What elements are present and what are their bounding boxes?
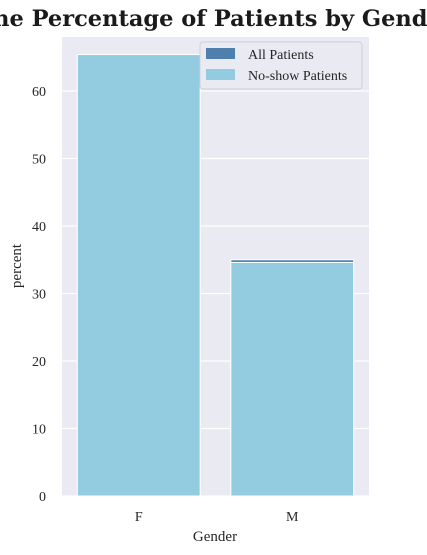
legend-swatch-0	[206, 48, 235, 59]
y-tick-label-2: 20	[32, 355, 46, 370]
legend-label-0: All Patients	[248, 48, 314, 63]
y-tick-label-6: 60	[32, 85, 46, 100]
chart-title: The Percentage of Patients by Gender	[0, 6, 427, 32]
y-tick-label-4: 40	[32, 220, 46, 235]
y-axis-label: percent	[9, 243, 25, 288]
bar-F-series-1	[77, 55, 200, 496]
legend-swatch-1	[206, 69, 235, 80]
y-tick-label-0: 0	[39, 490, 46, 505]
y-tick-label-3: 30	[32, 288, 46, 303]
y-tick-label-1: 10	[32, 423, 46, 438]
y-tick-label-5: 50	[32, 153, 46, 168]
x-tick-label-0: F	[135, 510, 143, 525]
bar-M-series-1	[231, 262, 354, 496]
x-axis-label: Gender	[193, 529, 237, 545]
legend-label-1: No-show Patients	[248, 69, 347, 84]
x-tick-label-1: M	[286, 510, 299, 525]
y-axis-ticks: 0 10 20 30 40 50 60	[32, 85, 46, 505]
legend: All Patients No-show Patients	[200, 42, 362, 89]
